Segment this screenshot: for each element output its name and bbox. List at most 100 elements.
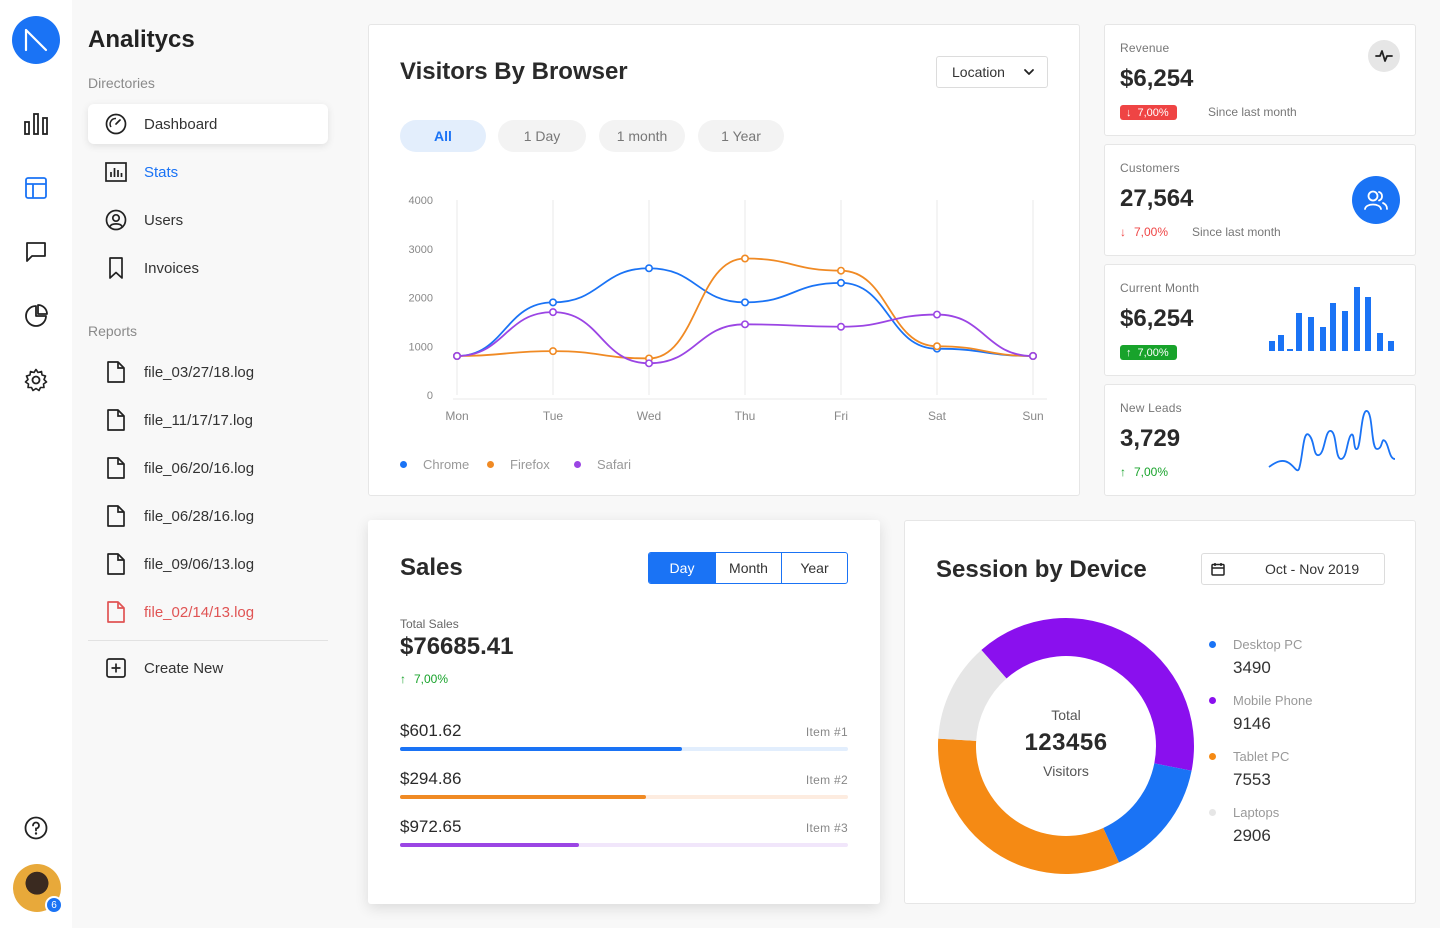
total-sales-change-value: 7,00%	[414, 672, 449, 686]
location-select[interactable]: Location	[936, 56, 1048, 88]
location-select-value: Location	[952, 64, 1005, 80]
y-tick-label: 2000	[409, 293, 433, 305]
data-point	[836, 322, 845, 331]
current-month-card: Current Month $6,254 ↑ 7,00%	[1104, 264, 1416, 376]
sales-item-label: Item #3	[805, 821, 848, 835]
data-point	[740, 320, 749, 329]
report-file-item[interactable]: file_03/27/18.log	[88, 352, 328, 392]
device-value: 9146	[1233, 714, 1271, 733]
period-month-button[interactable]: Month	[715, 553, 781, 583]
progress-track	[400, 843, 848, 847]
sales-period-toggle: Day Month Year	[648, 552, 848, 584]
current-month-value: $6,254	[1120, 305, 1194, 332]
data-point	[1028, 351, 1037, 360]
device-value: 7553	[1233, 770, 1271, 789]
file-icon	[104, 552, 128, 576]
logo-icon	[24, 28, 48, 52]
new-leads-change: ↑ 7,00%	[1120, 465, 1168, 479]
period-year-button[interactable]: Year	[781, 553, 847, 583]
legend-dot	[1209, 753, 1216, 760]
create-new-button[interactable]: Create New	[88, 648, 328, 688]
device-legend-item: Tablet PC 7553	[1209, 749, 1289, 790]
file-icon	[104, 504, 128, 528]
data-point	[740, 254, 749, 263]
y-tick-label: 4000	[409, 195, 433, 207]
y-tick-label: 3000	[409, 244, 433, 256]
legend-dot	[1209, 809, 1216, 816]
range-pill-1-day[interactable]: 1 Day	[498, 120, 586, 152]
customers-note: Since last month	[1192, 225, 1281, 239]
report-file-item[interactable]: file_09/06/13.log	[88, 544, 328, 584]
pie-chart-icon[interactable]	[22, 302, 50, 330]
arrow-up-icon: ↑	[1120, 465, 1126, 479]
revenue-change-badge: ↓ 7,00%	[1120, 105, 1177, 120]
data-point	[549, 298, 558, 307]
file-icon	[104, 456, 128, 480]
new-leads-value: 3,729	[1120, 425, 1181, 452]
sidebar-item-dashboard[interactable]: Dashboard	[88, 104, 328, 144]
layout-icon[interactable]	[22, 174, 50, 202]
report-file-item[interactable]: file_11/17/17.log	[88, 400, 328, 440]
reports-label: Reports	[88, 323, 138, 339]
new-leads-label: New Leads	[1120, 401, 1182, 415]
sales-item-row: $972.65 Item #3	[400, 817, 848, 847]
data-point	[932, 310, 941, 319]
avatar[interactable]: 6	[13, 864, 63, 914]
sidebar-item-label: Users	[144, 211, 184, 229]
legend-dot	[1209, 697, 1216, 704]
help-icon[interactable]	[22, 814, 50, 842]
sidebar-item-label: Stats	[144, 163, 179, 181]
plus-square-icon	[104, 656, 128, 680]
report-file-item[interactable]: file_06/28/16.log	[88, 496, 328, 536]
x-tick-label: Thu	[735, 409, 756, 423]
session-title: Session by Device	[936, 556, 1147, 583]
calendar-icon	[1211, 563, 1225, 576]
sidebar-item-stats[interactable]: Stats	[88, 152, 328, 192]
report-file-item[interactable]: file_06/20/16.log	[88, 448, 328, 488]
device-donut-chart	[938, 618, 1194, 874]
sales-item-row: $601.62 Item #1	[400, 721, 848, 751]
customers-change-value: 7,00%	[1134, 225, 1169, 239]
donut-slice-laptops	[938, 649, 1007, 741]
legend-dot	[1209, 641, 1216, 648]
range-pill-1-year[interactable]: 1 Year	[698, 120, 784, 152]
new-leads-sparkline	[1268, 410, 1396, 472]
revenue-label: Revenue	[1120, 41, 1170, 55]
icon-rail: 6	[0, 0, 72, 928]
data-point	[932, 342, 941, 351]
report-file-label: file_03/27/18.log	[144, 363, 255, 381]
device-name: Laptops	[1233, 805, 1280, 820]
sidebar-item-invoices[interactable]: Invoices	[88, 248, 328, 288]
report-file-item[interactable]: file_02/14/13.log	[88, 592, 328, 632]
arrow-down-icon: ↓	[1120, 225, 1126, 239]
arrow-down-icon: ↓	[1126, 106, 1132, 119]
current-month-label: Current Month	[1120, 281, 1200, 295]
legend-firefox: Firefox	[487, 457, 550, 472]
donut-slice-desktop-pc	[1103, 763, 1192, 863]
users-icon[interactable]	[1352, 176, 1400, 224]
range-pill-all[interactable]: All	[400, 120, 486, 152]
legend-dot	[400, 461, 407, 468]
progress-track	[400, 747, 848, 751]
legend-chrome: Chrome	[400, 457, 469, 472]
revenue-change: 7,00%	[1137, 106, 1169, 119]
sidebar-item-label: Dashboard	[144, 115, 218, 133]
period-day-button[interactable]: Day	[649, 553, 715, 583]
app-logo[interactable]	[12, 16, 60, 64]
gear-icon[interactable]	[22, 366, 50, 394]
chat-icon[interactable]	[22, 238, 50, 266]
bar-chart-icon[interactable]	[22, 110, 50, 138]
revenue-note: Since last month	[1208, 105, 1297, 119]
arrow-up-icon: ↑	[400, 672, 406, 686]
customers-value: 27,564	[1120, 185, 1194, 212]
current-month-bar-sparkline	[1269, 287, 1394, 351]
date-range-picker[interactable]: Oct - Nov 2019	[1201, 553, 1385, 585]
sidebar-item-users[interactable]: Users	[88, 200, 328, 240]
sales-item-label: Item #1	[805, 725, 848, 739]
data-point	[644, 264, 653, 273]
device-value: 2906	[1233, 826, 1271, 845]
activity-icon[interactable]	[1368, 40, 1400, 72]
report-file-label: file_02/14/13.log	[144, 603, 255, 621]
range-pill-1-month[interactable]: 1 month	[599, 120, 685, 152]
device-value: 3490	[1233, 658, 1271, 677]
